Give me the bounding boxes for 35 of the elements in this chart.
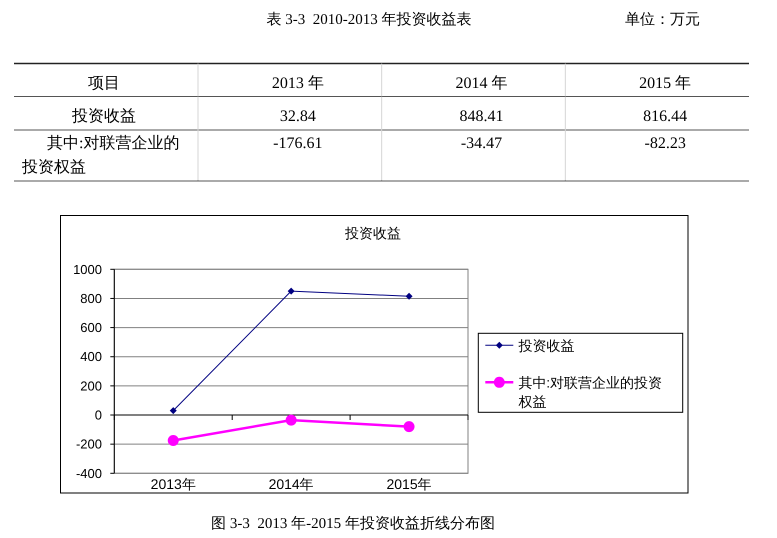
point [404, 421, 415, 432]
text: 单位：万元 [625, 11, 700, 28]
legend-label: 其中:对联营企业的投资权益 [517, 374, 662, 410]
category-label: 2013 年 [272, 75, 324, 92]
y-tick-label: -400 [76, 466, 102, 481]
caption: 图 3-3 2013 年-2015 年投资收益折线分布图 [211, 515, 495, 532]
text: 表 3-3 2010-2013 年投资收益表 [266, 11, 472, 28]
data-label: 816.44 [643, 108, 688, 125]
y-tick-label: 800 [80, 290, 102, 306]
y-tick-label: -200 [76, 436, 102, 452]
data-label: 848.41 [460, 108, 504, 125]
y-tick-label: 1000 [73, 262, 102, 277]
legend-label: 投资收益 [517, 337, 574, 354]
data-label: -176.61 [273, 135, 322, 152]
data-label: -82.23 [644, 135, 686, 152]
data-label: 32.84 [280, 108, 316, 125]
point [170, 407, 177, 414]
y-tick-label: 200 [80, 378, 102, 394]
y-tick-label: 600 [80, 320, 102, 336]
point [286, 414, 297, 426]
y-tick-label: 0 [94, 408, 102, 423]
chart-title: 投资收益 [344, 225, 401, 241]
x-tick-label: 2013年 [150, 476, 196, 492]
text: 项目 [88, 75, 120, 92]
text: 投资收益 [71, 107, 136, 125]
category-label: 2014 年 [456, 75, 508, 92]
category-label: 2015 年 [639, 75, 692, 92]
x-tick-label: 2015年 [386, 476, 432, 492]
point [288, 288, 295, 295]
data-label: -34.47 [460, 135, 502, 152]
x-tick-label: 2014年 [268, 476, 314, 492]
y-tick-label: 400 [80, 349, 102, 364]
point [406, 292, 413, 300]
point [168, 435, 179, 446]
text: 其中:对联营企业的投资权益 [21, 134, 180, 176]
